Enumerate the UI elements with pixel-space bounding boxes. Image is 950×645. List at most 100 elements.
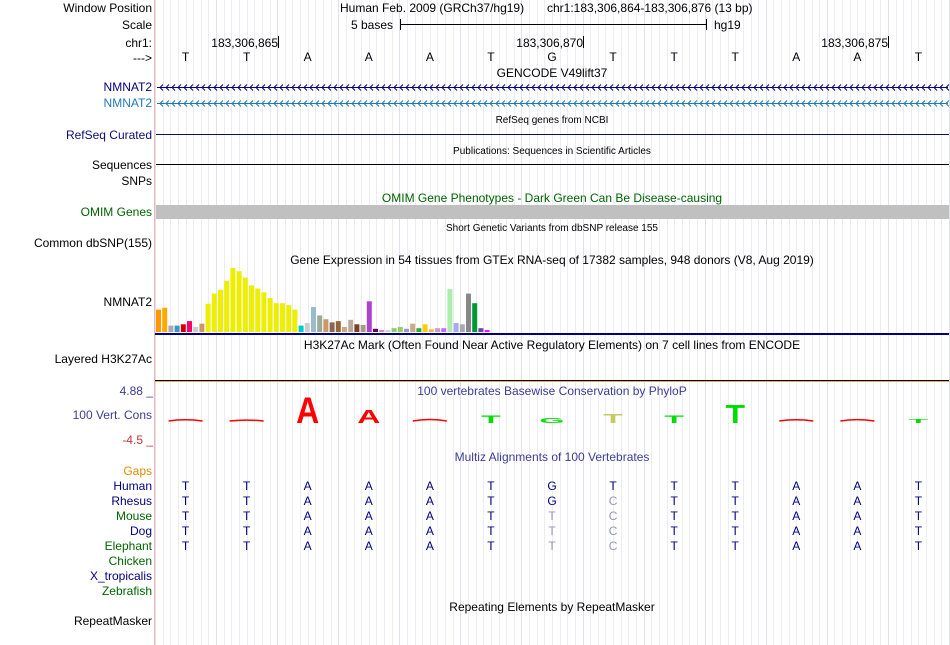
h3k27ac-track-label[interactable]: Layered H3K27Ac xyxy=(54,352,152,366)
refseq-track-title[interactable]: RefSeq genes from NCBI xyxy=(495,115,609,126)
gencode-gene-label[interactable]: NMNAT2 xyxy=(103,80,152,94)
gtex-tissue-bar[interactable] xyxy=(373,328,378,332)
gtex-tissue-bar[interactable] xyxy=(218,289,223,332)
gtex-tissue-bar[interactable] xyxy=(311,307,316,332)
multiz-track-title[interactable]: Multiz Alignments of 100 Vertebrates xyxy=(454,450,650,464)
gtex-tissue-bar[interactable] xyxy=(435,328,440,332)
gtex-tissue-bar[interactable] xyxy=(156,309,161,332)
gtex-tissue-bar[interactable] xyxy=(379,330,385,332)
phylop-base-glyph[interactable]: T xyxy=(725,401,745,430)
gtex-tissue-bar[interactable] xyxy=(273,303,279,332)
phylop-negative-glyph[interactable] xyxy=(779,419,814,422)
gtex-tissue-bar[interactable] xyxy=(366,301,372,332)
gtex-tissue-bar[interactable] xyxy=(249,285,254,332)
repeatmasker-track-title[interactable]: Repeating Elements by RepeatMasker xyxy=(449,600,655,614)
gtex-tissue-bar[interactable] xyxy=(304,323,310,332)
gtex-tissue-bar[interactable] xyxy=(230,268,236,332)
phylop-base-glyph[interactable]: T xyxy=(603,412,623,426)
chrom-label[interactable]: chr1: xyxy=(125,36,152,50)
gtex-tissue-bar[interactable] xyxy=(422,324,428,332)
multiz-species-label[interactable]: Chicken xyxy=(108,554,152,568)
dbsnp-track-label[interactable]: Common dbSNP(155) xyxy=(33,236,152,250)
gtex-tissue-bar[interactable] xyxy=(168,325,174,332)
gtex-tissue-bar[interactable] xyxy=(193,326,199,332)
gencode-track-title[interactable]: GENCODE V49lift37 xyxy=(496,66,608,80)
gtex-tissue-bar[interactable] xyxy=(466,293,471,332)
multiz-species-label[interactable]: Rhesus xyxy=(111,494,152,508)
gtex-track-title[interactable]: Gene Expression in 54 tissues from GTEx … xyxy=(290,253,814,267)
gtex-tissue-bar[interactable] xyxy=(484,330,490,332)
refseq-track-label[interactable]: RefSeq Curated xyxy=(65,128,152,142)
publications-track-title[interactable]: Publications: Sequences in Scientific Ar… xyxy=(453,146,651,157)
gtex-tissue-bar[interactable] xyxy=(329,322,335,332)
gtex-tissue-bar[interactable] xyxy=(187,321,192,332)
multiz-species-label[interactable]: Human xyxy=(113,479,152,493)
gtex-tissue-bar[interactable] xyxy=(242,277,248,332)
gtex-tissue-bar[interactable] xyxy=(280,303,285,332)
gtex-tissue-bar[interactable] xyxy=(348,319,354,332)
gtex-tissue-bar[interactable] xyxy=(354,324,360,332)
phylop-base-glyph[interactable]: A xyxy=(357,406,380,427)
gtex-tissue-bar[interactable] xyxy=(360,325,366,332)
phylop-negative-glyph[interactable] xyxy=(168,419,203,422)
omim-track-label[interactable]: OMIM Genes xyxy=(80,205,152,219)
repeatmasker-track-label[interactable]: RepeatMasker xyxy=(73,614,152,628)
phylop-base-glyph[interactable]: T xyxy=(664,413,684,426)
gtex-tissue-bar[interactable] xyxy=(224,280,230,332)
gtex-tissue-bar[interactable] xyxy=(397,326,403,332)
gencode-gene-label[interactable]: NMNAT2 xyxy=(103,96,152,110)
gtex-tissue-bar[interactable] xyxy=(404,328,409,332)
phylop-track-title[interactable]: 100 vertebrates Basewise Conservation by… xyxy=(417,384,687,398)
multiz-species-label[interactable]: Dog xyxy=(129,524,152,538)
gtex-tissue-bar[interactable] xyxy=(410,323,416,332)
gtex-tissue-bar[interactable] xyxy=(459,324,465,332)
snps-track-label[interactable]: SNPs xyxy=(121,174,152,188)
refseq-gene-line[interactable] xyxy=(156,134,949,135)
gtex-tissue-bar[interactable] xyxy=(472,303,478,332)
gtex-tissue-bar[interactable] xyxy=(298,325,304,332)
gtex-tissue-bar[interactable] xyxy=(391,328,397,332)
gtex-track-label[interactable]: NMNAT2 xyxy=(103,295,152,309)
publications-line[interactable] xyxy=(156,164,949,165)
gtex-tissue-bar[interactable] xyxy=(174,325,180,332)
h3k27ac-track-title[interactable]: H3K27Ac Mark (Often Found Near Active Re… xyxy=(303,338,801,352)
gtex-tissue-bar[interactable] xyxy=(428,329,434,332)
gtex-tissue-bar[interactable] xyxy=(267,298,273,332)
gtex-tissue-bar[interactable] xyxy=(323,319,329,332)
dbsnp-track-title[interactable]: Short Genetic Variants from dbSNP releas… xyxy=(446,223,658,234)
multiz-species-label[interactable]: Elephant xyxy=(104,539,152,553)
phylop-negative-glyph[interactable] xyxy=(412,418,447,422)
phylop-base-glyph[interactable]: A xyxy=(296,391,319,432)
phylop-negative-glyph[interactable] xyxy=(229,419,264,422)
gtex-tissue-bar[interactable] xyxy=(255,288,261,333)
gtex-tissue-bar[interactable] xyxy=(180,324,186,332)
gtex-tissue-bar[interactable] xyxy=(453,323,459,332)
phylop-track-label[interactable]: 100 Vert. Cons xyxy=(72,408,152,422)
gtex-tissue-bar[interactable] xyxy=(317,315,323,332)
publications-track-label[interactable]: Sequences xyxy=(91,158,152,172)
window-position-label[interactable]: Window Position xyxy=(63,1,152,15)
gtex-tissue-bar[interactable] xyxy=(447,289,453,332)
gtex-tissue-bar[interactable] xyxy=(286,305,292,332)
multiz-gaps-label[interactable]: Gaps xyxy=(123,464,152,478)
gtex-tissue-bar[interactable] xyxy=(261,292,267,332)
gtex-tissue-bar[interactable] xyxy=(199,323,205,332)
phylop-negative-glyph[interactable] xyxy=(840,418,875,422)
gtex-tissue-bar[interactable] xyxy=(292,309,298,332)
phylop-base-glyph[interactable]: T xyxy=(481,413,501,426)
gtex-tissue-bar[interactable] xyxy=(236,271,242,332)
phylop-base-glyph[interactable]: G xyxy=(540,416,565,424)
gtex-tissue-bar[interactable] xyxy=(211,293,217,332)
gtex-tissue-bar[interactable] xyxy=(205,303,211,332)
gtex-tissue-bar[interactable] xyxy=(335,321,341,332)
gtex-tissue-bar[interactable] xyxy=(342,326,347,332)
gtex-tissue-bar[interactable] xyxy=(162,307,168,332)
gene-model-nmnat2[interactable] xyxy=(157,84,950,91)
multiz-species-label[interactable]: X_tropicalis xyxy=(89,569,152,583)
phylop-base-glyph[interactable]: T xyxy=(909,418,929,424)
gene-model-nmnat2[interactable] xyxy=(157,100,950,107)
gtex-tissue-bar[interactable] xyxy=(441,328,447,332)
